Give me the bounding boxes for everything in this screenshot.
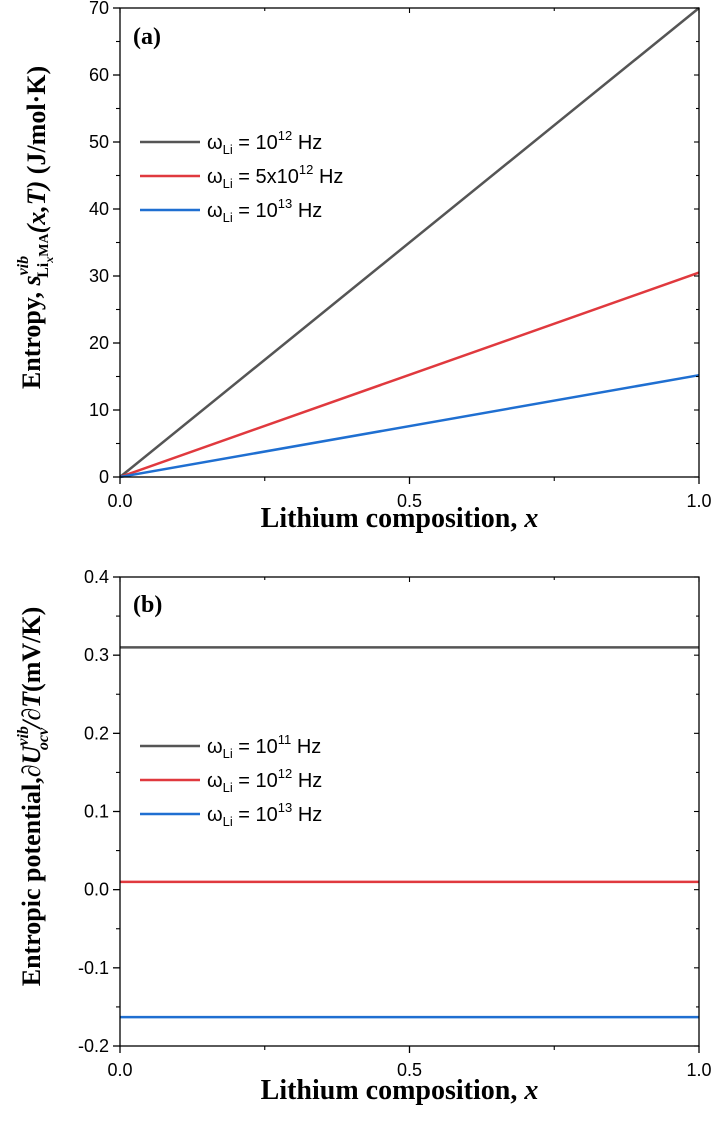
x-axis-title: Lithium composition, x [261,1075,539,1106]
x-axis-title: Lithium composition, x [261,503,539,534]
y-axis-title-text: Entropic potential, [17,777,46,986]
legend-sub: Li [223,210,233,225]
legend-unit: Hz [292,770,322,792]
legend-sup: 11 [278,732,292,747]
legend-sup: 12 [278,766,292,781]
panel-b: -0.2 -0.1 0.0 0.1 0.2 0.3 0.4 0.0 0.5 1.0 (b) Lithi… [15,567,712,1106]
legend-sub: Li [223,176,233,191]
legend-entry-3: ωLi = 1013 Hz [207,196,322,225]
y-axis-title-args: (x,T) [22,181,51,234]
y-tick-label: 0 [99,467,109,487]
legend-sub: Li [223,142,233,157]
y-tick-label: 0.2 [84,723,109,743]
legend-sup: 13 [278,800,292,815]
legend-omega: ω [207,166,223,188]
y-tick-label: 0.1 [84,802,109,822]
legend-sub: Li [223,780,233,795]
x-tick-label: 0.5 [397,1060,422,1080]
y-axis-title-sub3: MA [37,233,52,257]
y-tick-label: 20 [89,333,109,353]
y-axis-title-dU: ∂U [17,744,46,777]
x-tick-label: 0.0 [107,1060,132,1080]
legend-unit: Hz [292,132,322,154]
legend-entry-2: ωLi = 5x1012 Hz [207,162,343,191]
legend-entry-1: ωLi = 1012 Hz [207,128,322,157]
legend-unit: Hz [313,166,343,188]
legend-sup: 12 [299,162,313,177]
legend-entry-3: ωLi = 1013 Hz [207,800,322,829]
legend-eq: = 10 [233,770,278,792]
y-axis-title: Entropic potential,∂Uvib ocv/∂T(mV/K) [15,607,52,987]
series-line-2 [119,271,700,479]
y-tick-label: 30 [89,266,109,286]
y-tick-label: -0.1 [78,958,109,978]
y-tick-label: 40 [89,199,109,219]
y-axis-title-unit: (J/mol·K) [22,66,51,181]
x-axis-title-text: Lithium composition, [261,1075,525,1106]
legend-omega: ω [207,132,223,154]
y-tick-label: 50 [89,132,109,152]
legend-eq: = 10 [233,132,278,154]
series-line-1 [119,7,700,478]
series-line-3 [119,373,700,479]
y-axis-title-unit: (mV/K) [17,607,46,692]
y-tick-label: 0.3 [84,645,109,665]
x-tick-label: 0.5 [397,491,422,511]
y-tick-label: 70 [89,0,109,18]
y-tick-label: 0.4 [84,567,109,587]
y-axis-title: Entropy, svib LixMA(x,T) (J/mol·K) [15,66,56,389]
panel-label: (b) [133,592,162,618]
x-tick-label: 0.0 [107,491,132,511]
y-axis-title-sub2: x [42,257,56,264]
legend-eq: = 10 [233,804,278,826]
legend-entry-1: ωLi = 1011 Hz [207,732,321,761]
legend-eq: = 5x10 [233,166,299,188]
legend-omega: ω [207,736,223,758]
legend-unit: Hz [291,736,321,758]
x-axis-title-text: Lithium composition, [261,503,525,534]
legend-sup: 13 [278,196,292,211]
y-axis-title-sub: Li [35,262,52,278]
y-tick-label: 10 [89,400,109,420]
x-tick-label: 1.0 [686,491,711,511]
y-tick-label: 0.0 [84,880,109,900]
legend-sup: 12 [278,128,292,143]
legend-omega: ω [207,770,223,792]
y-tick-label: -0.2 [78,1036,109,1056]
legend-entry-2: ωLi = 1012 Hz [207,766,322,795]
legend-unit: Hz [292,200,322,222]
legend-omega: ω [207,804,223,826]
legend-eq: = 10 [233,200,278,222]
panel-a: 0 10 20 30 40 50 60 70 0.0 0.5 1.0 (a) Lithium compo… [15,0,712,534]
legend-sub: Li [223,746,233,761]
y-axis-title-sup: vib [15,726,32,746]
y-axis-title-symbol: s [17,275,46,286]
x-axis-title-var: x [523,1075,538,1106]
y-tick-label: 60 [89,65,109,85]
x-tick-label: 1.0 [686,1060,711,1080]
legend-omega: ω [207,200,223,222]
legend-unit: Hz [292,804,322,826]
legend-sub: Li [223,814,233,829]
y-axis-title-sub: ocv [35,727,52,750]
panel-label: (a) [133,24,161,50]
y-axis-title-sup: vib [15,256,32,276]
legend-eq: = 10 [233,736,278,758]
y-axis-title-dT: /∂T [17,691,46,730]
x-axis-title-var: x [523,503,538,534]
y-axis-title-text: Entropy, [17,286,46,390]
